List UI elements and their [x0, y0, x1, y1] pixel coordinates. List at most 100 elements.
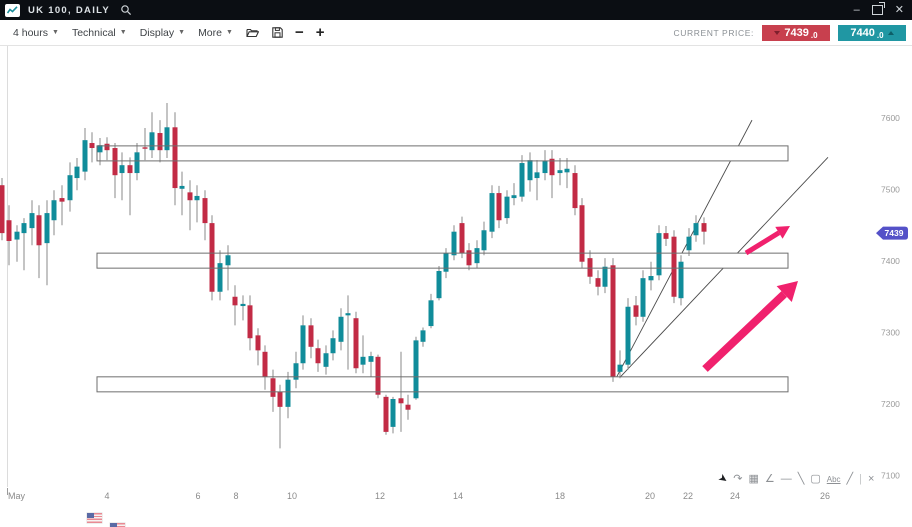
- pink-arrow-annotation[interactable]: [744, 226, 790, 256]
- candle-body: [217, 263, 223, 292]
- candle-body: [625, 306, 631, 365]
- y-axis-label: 7600: [881, 113, 900, 123]
- x-axis-label: 8: [233, 491, 238, 501]
- candle-body: [640, 278, 646, 317]
- candle-body: [474, 248, 480, 264]
- menu-technical[interactable]: Technical ▼: [71, 26, 127, 39]
- save-icon[interactable]: [272, 27, 283, 38]
- candle-body: [466, 250, 472, 266]
- zone-rectangle[interactable]: [96, 376, 789, 393]
- candle-body: [21, 223, 27, 234]
- zone-rectangle-fill: [97, 376, 788, 392]
- candle-body: [119, 165, 125, 174]
- candle-body: [14, 231, 20, 240]
- candle-body: [398, 398, 404, 404]
- candle-body: [519, 163, 525, 197]
- candle-body: [0, 185, 5, 234]
- us-flag-event-icon[interactable]: [87, 513, 102, 523]
- candle-body: [368, 356, 374, 362]
- chevron-down-icon: ▼: [178, 29, 186, 36]
- candle-body: [564, 168, 570, 173]
- zoom-out-button[interactable]: −: [294, 24, 304, 41]
- arrow-head: [775, 226, 790, 239]
- candle-body: [579, 205, 585, 262]
- svg-text:7439: 7439: [885, 228, 904, 238]
- candle-body: [375, 356, 381, 395]
- candle-body: [232, 296, 238, 306]
- candle-body: [549, 158, 555, 176]
- minimize-button[interactable]: –: [853, 4, 860, 16]
- trendline-tool-icon[interactable]: ╲: [797, 473, 805, 485]
- sell-price-button[interactable]: 7439.0: [762, 24, 830, 41]
- x-axis-label: 22: [683, 491, 693, 501]
- candle-body: [405, 404, 411, 410]
- candle-body: [610, 265, 616, 377]
- zone-rectangle[interactable]: [96, 145, 789, 162]
- candle-body: [663, 233, 669, 239]
- candle-body: [142, 147, 148, 149]
- menu-display[interactable]: Display ▼: [139, 26, 186, 39]
- candle-body: [701, 223, 707, 232]
- candle-body: [542, 160, 548, 174]
- candle-body: [390, 398, 396, 427]
- close-toolbar[interactable]: ×: [868, 473, 875, 485]
- fan-lines-tool-icon[interactable]: ∠: [764, 473, 775, 485]
- text-tool-icon[interactable]: Abc: [826, 475, 841, 484]
- candle-body: [157, 133, 163, 151]
- candle-body: [82, 140, 88, 172]
- candle-body: [602, 266, 608, 287]
- candle-body: [534, 172, 540, 179]
- candle-body: [202, 198, 208, 224]
- candle-body: [338, 316, 344, 342]
- candle-body: [270, 378, 276, 397]
- x-axis-label: 12: [375, 491, 385, 501]
- candle-body: [112, 148, 118, 176]
- candle-body: [149, 132, 155, 151]
- x-axis-label: 6: [195, 491, 200, 501]
- menu-more[interactable]: More ▼: [198, 26, 233, 39]
- y-axis-label: 7400: [881, 256, 900, 266]
- line-tool-icon[interactable]: ╱: [846, 473, 854, 485]
- candle-body: [572, 173, 578, 209]
- zone-rectangle[interactable]: [96, 252, 789, 269]
- y-axis-label: 7100: [881, 471, 900, 481]
- horizontal-line-tool-icon[interactable]: —: [780, 473, 792, 485]
- x-axis-label: 14: [453, 491, 463, 501]
- candle-body: [323, 353, 329, 367]
- candle-body: [44, 213, 50, 244]
- window-title: UK 100, DAILY: [28, 4, 111, 16]
- us-flag-event-icon[interactable]: [110, 523, 125, 527]
- candle-body: [504, 196, 510, 219]
- zoom-in-button[interactable]: +: [315, 24, 325, 41]
- interval-dropdown[interactable]: 4 hours ▼: [13, 26, 59, 39]
- candle-body: [51, 200, 57, 221]
- candle-body: [29, 213, 35, 229]
- search-icon[interactable]: [120, 4, 132, 16]
- chevron-down-icon: ▼: [52, 29, 59, 36]
- freehand-tool-icon[interactable]: ↷: [733, 473, 743, 485]
- candle-body: [315, 348, 321, 364]
- candle-body: [179, 185, 185, 189]
- trendline-annotation[interactable]: [615, 119, 753, 379]
- trendline-annotation[interactable]: [612, 157, 829, 386]
- buy-price-button[interactable]: 7440.0: [838, 24, 906, 41]
- grid-tool-icon[interactable]: ▦: [748, 473, 759, 485]
- candle-body: [671, 236, 677, 297]
- open-folder-icon[interactable]: [246, 27, 259, 38]
- candle-body: [194, 195, 200, 201]
- x-axis-label: 24: [730, 491, 740, 501]
- popout-button[interactable]: [871, 2, 885, 15]
- close-button[interactable]: ✕: [894, 4, 904, 16]
- candle-body: [587, 258, 593, 277]
- candle-body: [255, 335, 261, 351]
- app-logo-icon: [5, 3, 20, 17]
- window-controls: – ✕: [854, 0, 912, 20]
- candle-body: [277, 391, 283, 407]
- candle-body: [134, 152, 140, 174]
- pink-arrow-annotation[interactable]: [702, 281, 798, 372]
- candle-body: [262, 351, 268, 377]
- candle-body: [293, 363, 299, 380]
- rectangle-tool-icon[interactable]: ▢: [810, 473, 821, 485]
- candle-body: [678, 261, 684, 299]
